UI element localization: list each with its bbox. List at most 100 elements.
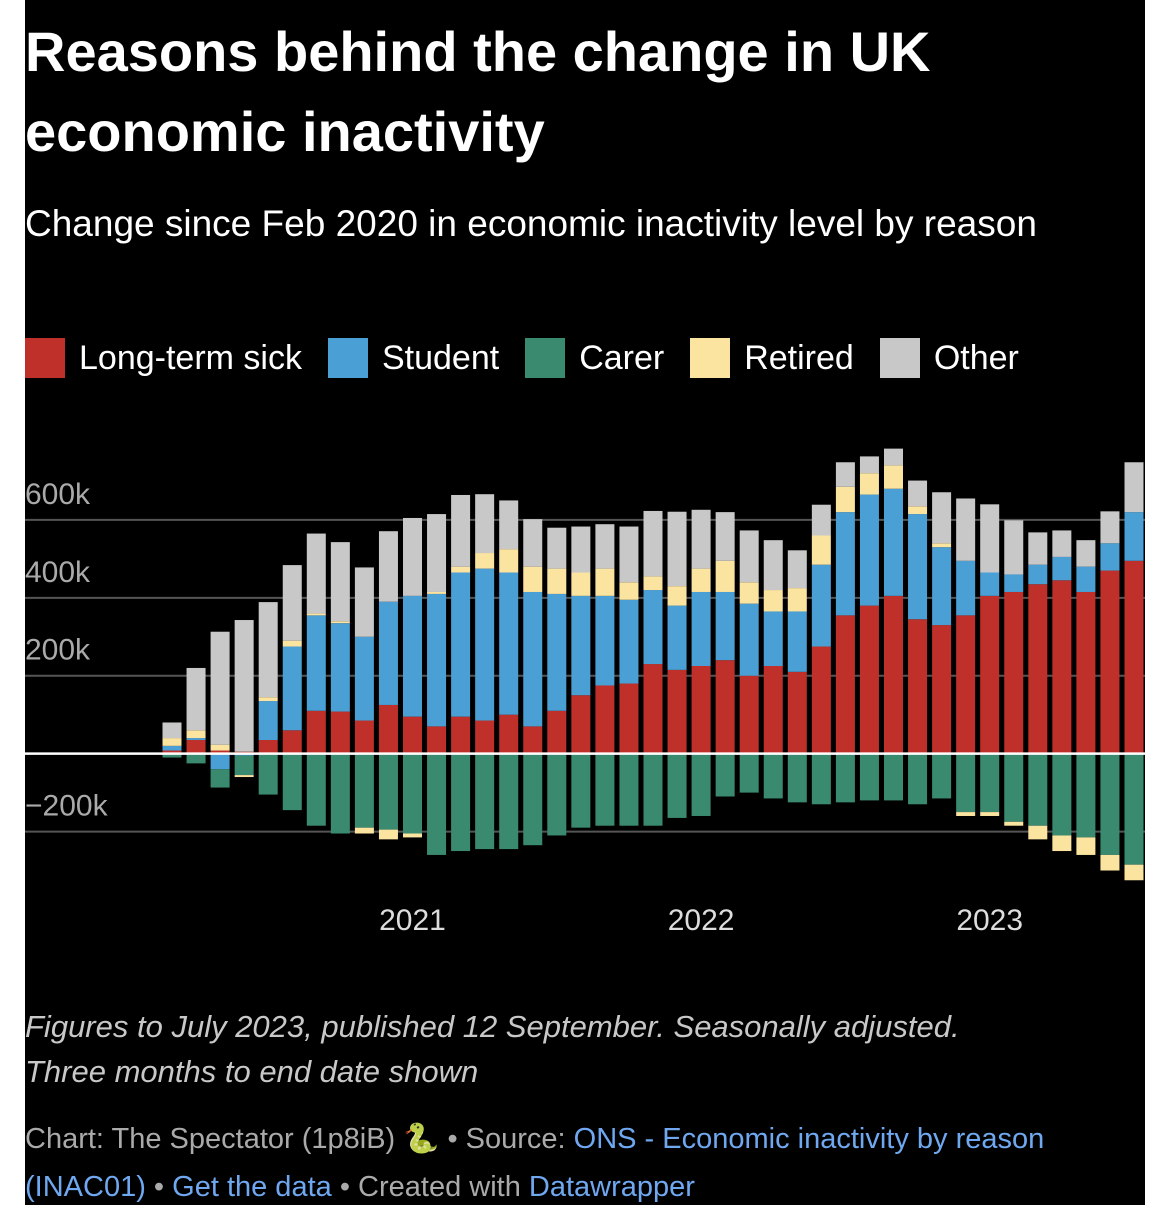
legend-label: Carer — [579, 339, 665, 377]
bar-segment — [1004, 821, 1024, 826]
bar-segment — [715, 560, 735, 592]
bar-segment — [330, 542, 350, 622]
bar-segment — [378, 704, 398, 754]
bar-segment — [980, 812, 1000, 816]
legend-item: Other — [879, 337, 1019, 379]
bar-segment — [378, 753, 398, 830]
bar-segment — [234, 775, 254, 778]
bar-segment — [1076, 591, 1096, 754]
bar-segment — [258, 753, 278, 795]
source-link[interactable]: ONS - Economic inactivity by reason (INA… — [25, 1123, 1045, 1203]
bar-segment — [1076, 566, 1096, 592]
bar-segment — [908, 514, 928, 620]
bar-segment — [739, 675, 759, 754]
bar-segment — [980, 753, 1000, 813]
bar-segment — [1004, 520, 1024, 575]
legend: Long-term sick Student Carer Retired Other — [25, 337, 1019, 379]
bar-segment — [1028, 825, 1048, 840]
bar-segment — [354, 720, 374, 754]
bar-segment — [811, 535, 831, 565]
data-link[interactable]: Get the data — [172, 1171, 332, 1203]
legend-label: Other — [933, 339, 1019, 377]
bar-segment — [980, 572, 1000, 596]
bar-segment — [1124, 462, 1144, 513]
bar-segment — [667, 669, 687, 754]
bar-segment — [403, 833, 422, 838]
bar-segment — [1004, 574, 1024, 592]
bar-segment — [162, 722, 182, 739]
bar-segment — [884, 753, 903, 801]
bar-segment — [643, 576, 663, 591]
bar-segment — [908, 619, 928, 754]
bar-segment — [811, 564, 831, 647]
x-tick-label: 2021 — [379, 904, 446, 937]
legend-item: Retired — [690, 337, 854, 379]
bar-segment — [162, 745, 182, 751]
bar-segment — [1076, 540, 1096, 567]
bar-segment — [523, 591, 543, 727]
bar-segment — [1052, 556, 1072, 581]
bar-segment — [330, 711, 350, 754]
bar-segment — [691, 591, 711, 666]
note: Figures to July 2023, published 12 Septe… — [25, 1009, 960, 1044]
chart-title: Reasons behind the change in UK economic… — [25, 20, 931, 163]
bar-segment — [547, 568, 567, 594]
legend-swatch — [25, 338, 65, 378]
bar-segment — [859, 753, 879, 801]
bar-segment — [282, 565, 302, 641]
bar-segment — [956, 753, 976, 813]
x-tick-label: 2023 — [956, 904, 1023, 937]
bar-segment — [523, 519, 543, 567]
tool-link[interactable]: Datawrapper — [528, 1171, 695, 1203]
bar-segment — [1028, 584, 1048, 754]
bar-segment — [523, 753, 543, 846]
bar-segment — [643, 510, 663, 577]
bar-segment — [378, 601, 398, 705]
bar-segment — [378, 531, 398, 602]
bar-segment — [547, 710, 567, 754]
bar-segment — [619, 753, 639, 826]
legend-item: Student — [327, 337, 499, 379]
bar-segment — [667, 605, 687, 670]
bar-segment — [835, 753, 855, 803]
bar-segment — [475, 494, 495, 554]
bar-segment — [403, 517, 422, 596]
bar-segment — [667, 586, 687, 606]
x-tick-label: 2022 — [668, 904, 735, 937]
bar-segment — [571, 526, 591, 573]
bar-segment — [1028, 753, 1048, 826]
bar-segment — [475, 753, 495, 850]
bar-segment — [234, 755, 254, 776]
bar-segment — [859, 456, 879, 474]
chart-subtitle: Change since Feb 2020 in economic inacti… — [25, 203, 1037, 244]
bar-segment — [595, 685, 615, 754]
bar-segment — [932, 753, 952, 799]
bar-segment — [210, 769, 230, 788]
y-tick-label: 400k — [25, 556, 91, 589]
bar-segment — [1052, 530, 1072, 557]
bar-segment — [835, 615, 855, 754]
bar-segment — [306, 615, 326, 711]
bar-segment — [282, 640, 302, 647]
legend-label: Retired — [744, 339, 854, 377]
bar-segment — [403, 716, 422, 754]
bar-segment — [330, 753, 350, 834]
bar-segment — [787, 611, 807, 672]
bar-segment — [1100, 511, 1120, 544]
bar-segment — [210, 750, 230, 754]
bar-segment — [354, 753, 374, 828]
bar-segment — [1124, 560, 1144, 754]
bar-segment — [306, 613, 326, 616]
bar-segment — [932, 492, 952, 544]
bar-segment — [499, 549, 519, 573]
bar-segment — [787, 550, 807, 589]
bar-segment — [932, 625, 952, 754]
bar-segment — [451, 572, 471, 717]
bar-segment — [595, 595, 615, 686]
bar-segment — [210, 631, 230, 745]
bar-segment — [667, 753, 687, 818]
bar-segment — [835, 486, 855, 513]
bar-segment — [451, 716, 471, 754]
bar-segment — [691, 753, 711, 816]
